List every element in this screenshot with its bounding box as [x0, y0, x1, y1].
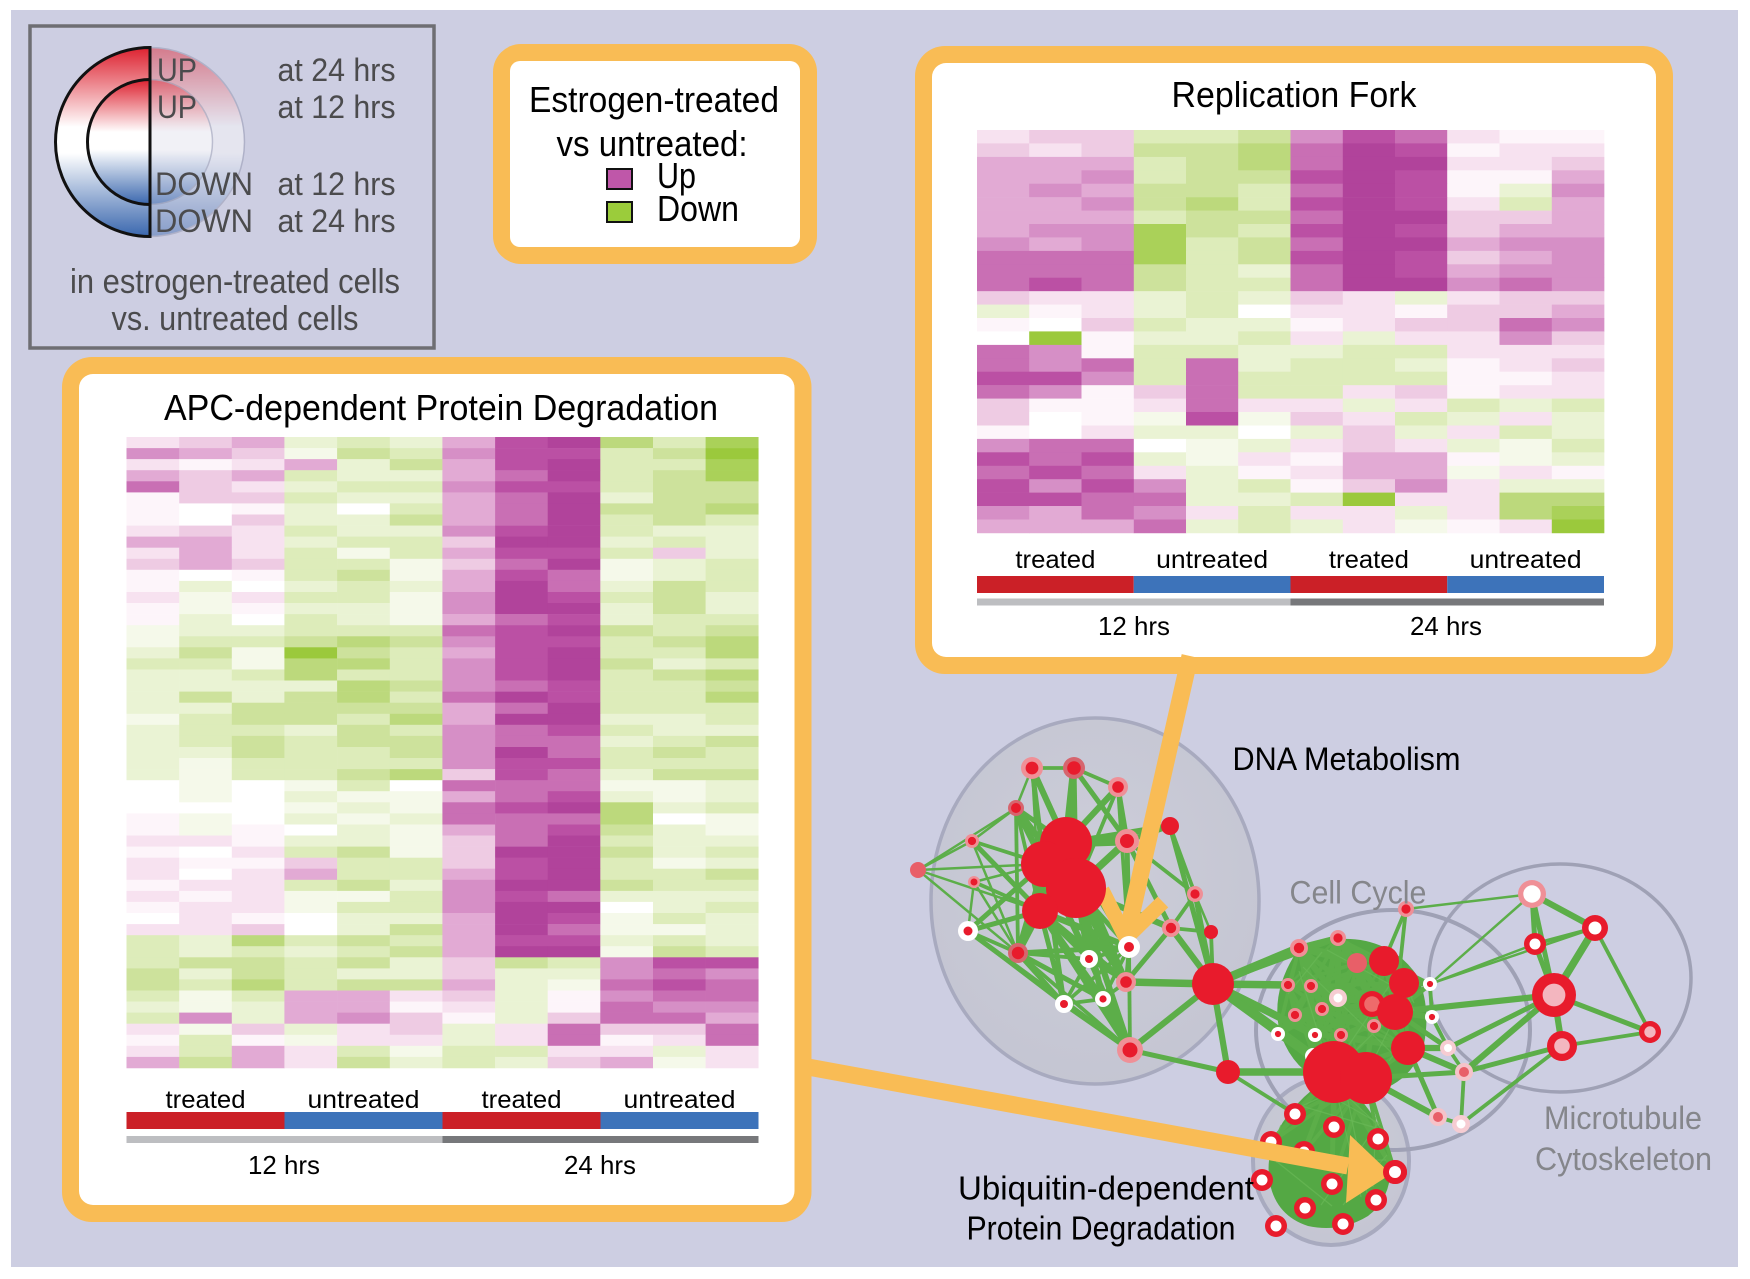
svg-text:Protein Degradation: Protein Degradation [967, 1210, 1236, 1247]
svg-text:untreated: untreated [624, 1086, 736, 1114]
svg-text:UP: UP [157, 89, 197, 125]
svg-text:UP: UP [157, 52, 197, 88]
svg-text:Microtubule: Microtubule [1544, 1100, 1702, 1136]
svg-text:in estrogen-treated cells: in estrogen-treated cells [70, 263, 400, 301]
svg-text:Cytoskeleton: Cytoskeleton [1535, 1141, 1712, 1177]
svg-text:at 24 hrs: at 24 hrs [278, 203, 396, 239]
svg-text:vs untreated:: vs untreated: [557, 123, 748, 164]
svg-text:treated: treated [482, 1086, 562, 1114]
svg-text:DNA Metabolism: DNA Metabolism [1233, 741, 1461, 777]
svg-text:DOWN: DOWN [155, 203, 253, 239]
svg-text:vs. untreated cells: vs. untreated cells [112, 300, 359, 338]
svg-text:Ubiquitin-dependent: Ubiquitin-dependent [958, 1170, 1254, 1207]
svg-text:Replication Fork: Replication Fork [1172, 74, 1418, 115]
svg-text:untreated: untreated [1470, 546, 1582, 574]
svg-text:Cell Cycle: Cell Cycle [1290, 875, 1427, 911]
svg-text:24 hrs: 24 hrs [1410, 611, 1482, 641]
svg-text:untreated: untreated [1156, 546, 1268, 574]
svg-text:untreated: untreated [308, 1086, 420, 1114]
svg-text:Down: Down [657, 188, 739, 229]
svg-text:DOWN: DOWN [155, 166, 253, 202]
svg-text:APC-dependent Protein Degradat: APC-dependent Protein Degradation [164, 387, 718, 428]
svg-text:Up: Up [657, 155, 696, 196]
svg-text:24 hrs: 24 hrs [564, 1150, 636, 1180]
svg-text:Estrogen-treated: Estrogen-treated [529, 79, 779, 120]
svg-text:12 hrs: 12 hrs [248, 1150, 320, 1180]
svg-text:12 hrs: 12 hrs [1098, 611, 1170, 641]
svg-text:at 12 hrs: at 12 hrs [278, 89, 396, 125]
svg-text:treated: treated [1015, 546, 1095, 574]
svg-text:at 24 hrs: at 24 hrs [278, 52, 396, 88]
svg-text:at 12 hrs: at 12 hrs [278, 166, 396, 202]
svg-text:treated: treated [166, 1086, 246, 1114]
svg-text:treated: treated [1329, 546, 1409, 574]
